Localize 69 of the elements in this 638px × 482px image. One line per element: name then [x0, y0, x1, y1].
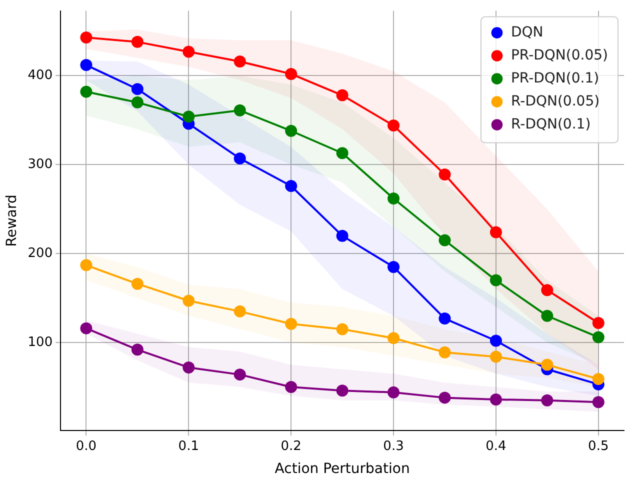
point [388, 192, 400, 204]
point [336, 89, 348, 102]
point [234, 152, 246, 164]
y-tick-label: 300 [28, 157, 53, 172]
point [80, 322, 92, 334]
point [285, 381, 298, 394]
point [592, 316, 604, 329]
point [131, 36, 144, 48]
point [438, 312, 451, 325]
point [80, 259, 92, 272]
x-tick-label: 0.5 [588, 438, 609, 454]
x-tick-label: 0.3 [383, 438, 404, 454]
point [336, 384, 348, 397]
point [336, 323, 348, 336]
point [285, 180, 298, 192]
point [234, 104, 246, 116]
point [592, 373, 604, 386]
point [388, 120, 400, 132]
point [285, 68, 298, 80]
y-tick-label: 400 [28, 68, 53, 84]
point [182, 110, 195, 123]
point [80, 86, 92, 98]
point [541, 310, 554, 322]
point [490, 393, 502, 406]
legend-label: R-DQN(0.1) [510, 116, 591, 132]
x-tick-label: 0.0 [76, 438, 97, 454]
point [541, 358, 554, 371]
point [438, 234, 451, 246]
point [490, 334, 502, 347]
y-tick-label: 100 [28, 334, 53, 350]
point [541, 284, 554, 296]
point [131, 83, 144, 96]
legend-label: DQN [510, 24, 544, 40]
x-tick-label: 0.2 [280, 438, 302, 454]
point [182, 46, 195, 58]
point [80, 59, 92, 72]
point [388, 386, 400, 398]
point [336, 147, 348, 160]
point [234, 368, 246, 381]
point [490, 226, 502, 238]
x-tick-label: 0.4 [486, 438, 506, 454]
point [80, 31, 92, 44]
point [541, 394, 554, 406]
point [438, 346, 451, 358]
point [490, 350, 502, 363]
y-axis-title: Reward [4, 194, 20, 247]
point [234, 55, 246, 68]
point [285, 124, 298, 137]
point [131, 278, 144, 290]
point [388, 332, 400, 344]
point [182, 294, 195, 307]
point [336, 230, 348, 242]
x-tick-label: 0.1 [178, 438, 199, 454]
point [490, 274, 502, 286]
x-axis-title: Action Perturbation [274, 461, 410, 478]
point [438, 392, 451, 404]
point [234, 305, 246, 318]
legend-label: PR-DQN(0.1) [510, 70, 600, 86]
point [388, 260, 400, 273]
legend-label: PR-DQN(0.05) [510, 47, 608, 64]
point [182, 361, 195, 374]
point [592, 396, 604, 408]
point [131, 344, 144, 356]
point [438, 168, 451, 180]
point [592, 331, 604, 344]
legend-label: R-DQN(0.05) [510, 93, 600, 110]
point [285, 318, 298, 330]
point [131, 96, 144, 108]
y-tick-label: 200 [28, 246, 53, 261]
